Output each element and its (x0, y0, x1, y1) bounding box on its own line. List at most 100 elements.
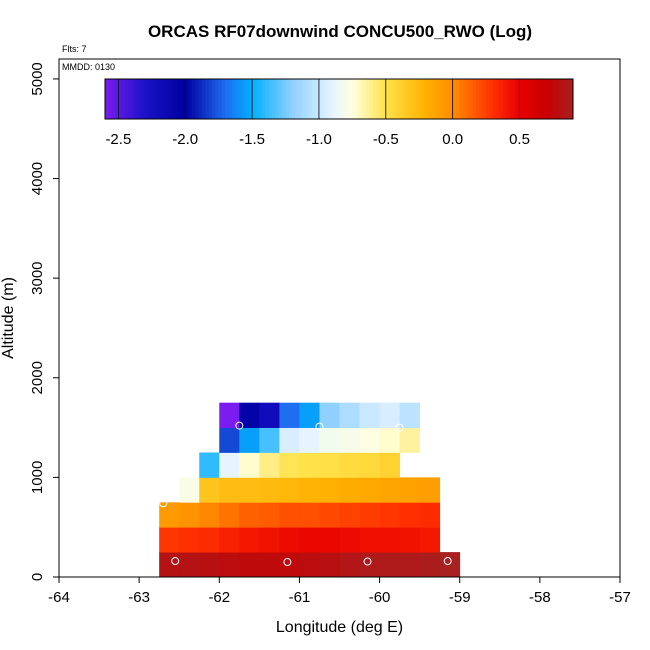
x-axis: -64 -63 -62 -61 -60 -59 -58 -57 (48, 577, 631, 606)
heatmap-cell (319, 452, 340, 478)
colorbar-swatch (512, 79, 517, 119)
heatmap-cell (299, 452, 320, 478)
plot-frame (58, 58, 621, 578)
colorbar-swatch (318, 79, 323, 119)
colorbar-swatch (435, 79, 440, 119)
colorbar-swatch (365, 79, 370, 119)
colorbar-swatch (409, 79, 414, 119)
heatmap-cell (379, 477, 401, 503)
colorbar-swatch (462, 79, 467, 119)
heatmap-cell (319, 402, 340, 428)
heatmap-cell (259, 552, 280, 578)
sample-point (363, 557, 372, 566)
heatmap-cell (379, 452, 401, 478)
colorbar-tick-label: -1.5 (239, 131, 265, 148)
colorbar-swatch (372, 79, 377, 119)
colorbar-swatch (248, 79, 253, 119)
heatmap-cell (299, 527, 320, 553)
chart-title: ORCAS RF07downwind CONCU500_RWO (Log) (148, 22, 532, 41)
colorbar-swatch (265, 79, 270, 119)
x-tick-label: -57 (609, 589, 631, 606)
colorbar-swatch (526, 79, 531, 119)
colorbar-swatch (278, 79, 283, 119)
colorbar-swatch (556, 79, 561, 119)
heatmap-cell (239, 502, 260, 528)
colorbar-swatch (211, 79, 216, 119)
heatmap-cell (239, 527, 260, 553)
colorbar-swatch (499, 79, 504, 119)
colorbar-swatch (328, 79, 333, 119)
heatmap-cell (199, 527, 220, 553)
heatmap-cell (259, 527, 280, 553)
heatmap-cell (239, 477, 260, 503)
colorbar-swatch (125, 79, 129, 119)
colorbar-swatch (466, 79, 470, 119)
heatmap-cell (219, 452, 240, 478)
colorbar-swatch (215, 79, 220, 119)
heatmap-cell (259, 502, 280, 528)
colorbar-swatch (442, 79, 447, 119)
heatmap-cell (239, 427, 260, 453)
heatmap-cell (259, 477, 280, 503)
colorbar-swatch (412, 79, 417, 119)
heatmap-cell (419, 502, 441, 528)
colorbar-swatch (522, 79, 527, 119)
colorbar-swatch (415, 79, 420, 119)
colorbar-swatch (496, 79, 500, 119)
colorbar-swatch (516, 79, 521, 119)
colorbar-swatch (155, 79, 159, 119)
colorbar-swatch (546, 79, 551, 119)
colorbar-swatch (379, 79, 383, 119)
y-axis: 0 1000 2000 3000 4000 5000 (29, 62, 59, 581)
colorbar-swatch (506, 79, 510, 119)
heatmap-cell (279, 402, 300, 428)
colorbar-swatch (472, 79, 477, 119)
colorbar-swatch (539, 79, 544, 119)
colorbar-swatch (476, 79, 480, 119)
colorbar-swatch (268, 79, 273, 119)
colorbar-tick-label: -2.0 (172, 131, 198, 148)
colorbar-swatch (308, 79, 313, 119)
colorbar-swatch (208, 79, 213, 119)
colorbar-swatch (519, 79, 524, 119)
colorbar-swatch (171, 79, 176, 119)
heatmap-cell (239, 552, 260, 578)
colorbar-swatch (502, 79, 507, 119)
flights-count-label: Flts: 7 (62, 44, 87, 54)
sample-point (395, 423, 404, 432)
colorbar-swatch (395, 79, 400, 119)
colorbar-swatch (479, 79, 484, 119)
colorbar-swatch (456, 79, 460, 119)
colorbar-swatch (285, 79, 290, 119)
heatmap-cell (219, 477, 240, 503)
colorbar-swatch (295, 79, 300, 119)
x-tick-label: -64 (48, 589, 70, 606)
colorbar-swatch (108, 79, 113, 119)
y-tick-label: 2000 (29, 361, 46, 394)
colorbar-swatch (232, 79, 236, 119)
colorbar-swatch (382, 79, 387, 119)
colorbar-swatch (392, 79, 397, 119)
colorbar-swatch (405, 79, 410, 119)
colorbar-swatch (315, 79, 320, 119)
colorbar-swatch (258, 79, 263, 119)
colorbar-swatch (335, 79, 340, 119)
heatmap-cell (339, 402, 360, 428)
colorbar-swatch (402, 79, 407, 119)
colorbar-tick-label: 0.0 (442, 131, 463, 148)
colorbar-swatch (362, 79, 367, 119)
colorbar-swatch (135, 79, 139, 119)
colorbar-swatch (275, 79, 280, 119)
colorbar-swatch (255, 79, 260, 119)
heatmap-cell (199, 552, 220, 578)
heatmap-cell (319, 552, 340, 578)
colorbar-swatch (145, 79, 149, 119)
colorbar-swatch (111, 79, 116, 119)
colorbar-swatch (342, 79, 347, 119)
heatmap-cells (159, 402, 461, 578)
colorbar-tick-label: -2.5 (105, 131, 131, 148)
colorbar-swatch (445, 79, 450, 119)
colorbar-swatch (305, 79, 310, 119)
x-tick-label: -61 (289, 589, 311, 606)
